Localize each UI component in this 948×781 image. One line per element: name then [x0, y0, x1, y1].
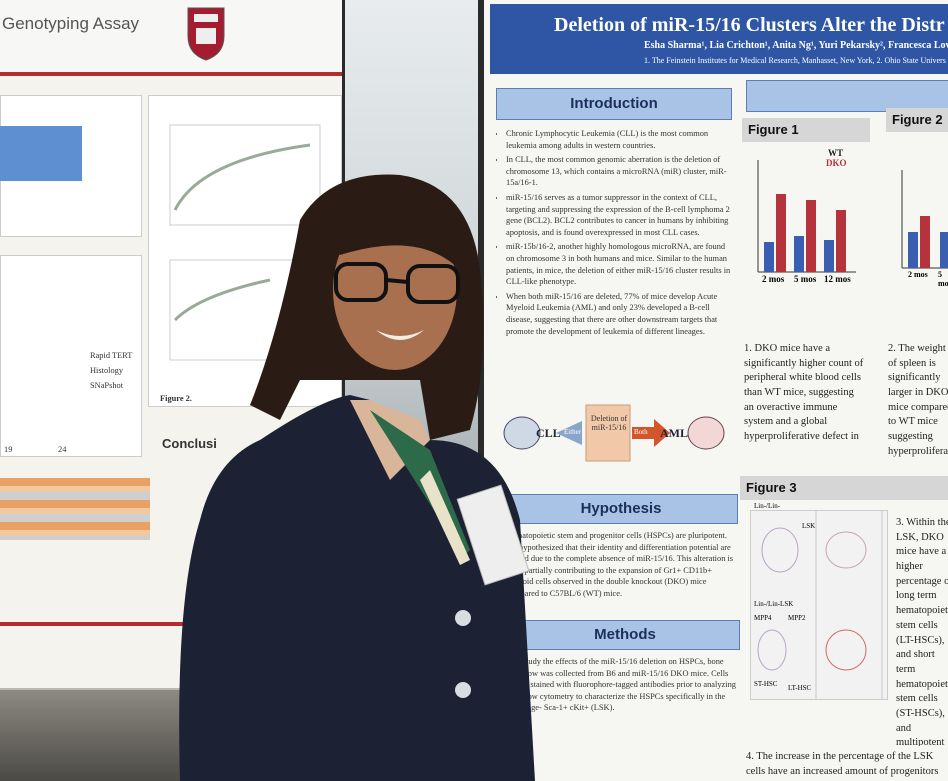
panel-label: ST-HSC	[754, 680, 778, 688]
bottom-rule	[0, 622, 342, 626]
figure-text: 1. DKO mice have a significantly higher …	[744, 343, 864, 442]
figure-heading: Figure 1	[742, 118, 870, 142]
panel-label: MPP2	[788, 614, 806, 622]
figure-caption: Figure 2.	[160, 394, 192, 403]
panel-label: LT-HSC	[788, 684, 812, 692]
diagram	[503, 404, 725, 462]
blue-block	[0, 126, 82, 181]
x-label: 5 mos	[938, 270, 948, 288]
x-label: 12 mos	[824, 274, 851, 284]
bullet: miR-15b/16-2, another highly homologous …	[506, 241, 731, 287]
conclusion-heading: Conclusi	[162, 436, 217, 451]
legend-item: Histology	[90, 366, 124, 375]
legend-item: DKO	[826, 158, 847, 168]
diagram-label: Both	[634, 428, 648, 436]
axis-label: 19	[4, 445, 13, 454]
title-banner	[490, 4, 948, 74]
section-heading: Methods	[510, 620, 740, 650]
bullet: miR-15/16 serves as a tumor suppressor i…	[506, 192, 731, 238]
panel-label: LSK	[802, 522, 816, 530]
bullet: In CLL, the most common genomic aberrati…	[506, 154, 731, 189]
panel-label: Lin-/Lin-	[754, 502, 781, 510]
section-heading: Hypothesis	[504, 494, 738, 524]
figure-text: 2. The weight of spleen is significantly…	[888, 343, 948, 462]
legend-item: Rapid TERT	[90, 351, 133, 360]
axis-label: 24	[58, 445, 67, 454]
bullet: Chronic Lymphocytic Leukemia (CLL) is th…	[506, 128, 731, 151]
flow-panels	[750, 510, 888, 700]
legend-item: SNaPshot	[90, 381, 124, 390]
x-label: 5 mos	[794, 274, 817, 284]
methods-text: To study the effects of the miR-15/16 de…	[512, 657, 736, 713]
flow-plots	[757, 527, 867, 671]
diagram-label: Deletion of miR-15/16	[590, 414, 628, 432]
diagram-label: AML	[660, 426, 688, 440]
figure-heading: Figure 2	[886, 108, 948, 132]
bar-figures	[757, 160, 948, 273]
poster-title: Genotyping Assay	[2, 14, 140, 33]
x-label: 2 mos	[908, 270, 928, 279]
section-heading: Introduction	[496, 88, 732, 120]
banner	[746, 80, 948, 112]
bullet: When both miR-15/16 are deleted, 77% of …	[506, 291, 731, 337]
poster-title: Deletion of miR-15/16 Clusters Alter the…	[554, 14, 945, 36]
figure-text: 4. The increase in the percentage of the…	[746, 751, 939, 777]
legend-item: WT	[828, 148, 844, 158]
right-poster: Deletion of miR-15/16 Clusters Alter the…	[478, 0, 948, 781]
diagram-label: CLL	[536, 426, 561, 440]
heatmap	[0, 478, 150, 540]
affiliation: 1. The Feinstein Institutes for Medical …	[644, 56, 946, 65]
x-label: 2 mos	[762, 274, 785, 284]
shield-logo	[187, 7, 225, 61]
panel-label: MPP4	[754, 614, 772, 622]
intro-text: Chronic Lymphocytic Leukemia (CLL) is th…	[496, 128, 731, 393]
poster-header	[0, 0, 342, 76]
diagram-label: Either	[564, 428, 582, 436]
figure-text: 3. Within the LSK, DKO mice have a highe…	[896, 517, 948, 746]
hypothesis-text: Hematopoietic stem and progenitor cells …	[506, 531, 734, 598]
panel-label: Lin-/Lin-LSK	[754, 600, 794, 608]
authors: Esha Sharma¹, Lia Crichton¹, Anita Ng¹, …	[644, 40, 948, 51]
panel	[0, 255, 142, 457]
figure-heading: Figure 3	[740, 476, 948, 500]
